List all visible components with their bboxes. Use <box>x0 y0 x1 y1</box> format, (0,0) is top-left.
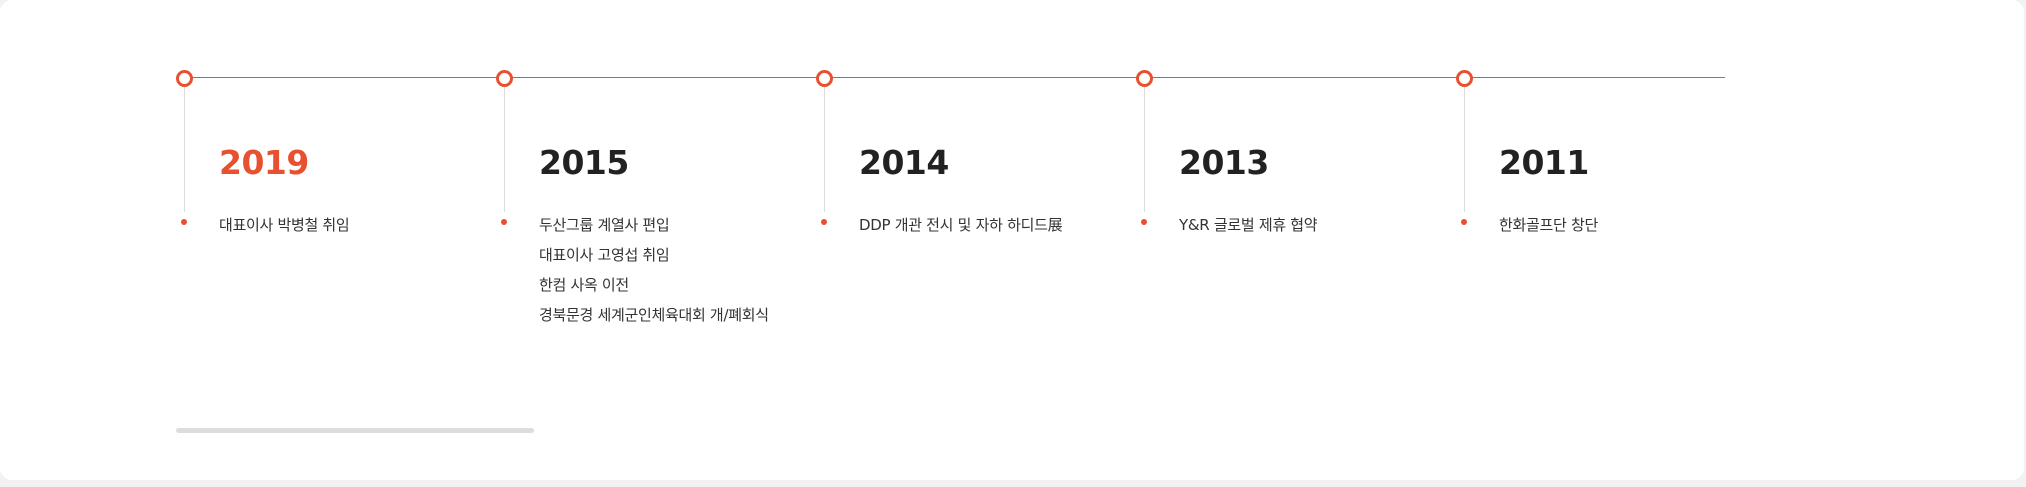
event-item: Y&R 글로벌 제휴 협약 <box>1179 216 1318 234</box>
timeline-connector <box>1144 87 1145 212</box>
event-list: 두산그룹 계열사 편입 대표이사 고영섭 취임 한컴 사옥 이전 경북문경 세계… <box>539 210 769 330</box>
bullet-dot <box>1461 219 1467 225</box>
year-label: 2019 <box>219 143 309 182</box>
timeline-entry-2011: 2011 한화골프단 창단 <box>1456 0 1784 340</box>
timeline-entry-2015: 2015 두산그룹 계열사 편입 대표이사 고영섭 취임 한컴 사옥 이전 경북… <box>496 0 824 340</box>
horizontal-scrollbar[interactable] <box>176 428 534 433</box>
bullet-dot <box>1141 219 1147 225</box>
year-label: 2011 <box>1499 143 1589 182</box>
event-item: DDP 개관 전시 및 자하 하디드展 <box>859 216 1063 234</box>
bullet-dot <box>821 219 827 225</box>
event-list: DDP 개관 전시 및 자하 하디드展 <box>859 210 1063 240</box>
timeline-line <box>184 77 1725 78</box>
bullet-dot <box>181 219 187 225</box>
timeline-node <box>1456 70 1473 87</box>
event-item: 대표이사 고영섭 취임 <box>539 246 670 264</box>
timeline-connector <box>184 87 185 212</box>
timeline-entry-2014: 2014 DDP 개관 전시 및 자하 하디드展 <box>816 0 1144 340</box>
event-item: 경북문경 세계군인체육대회 개/폐회식 <box>539 306 769 324</box>
year-label: 2014 <box>859 143 949 182</box>
event-list: 한화골프단 창단 <box>1499 210 1598 240</box>
timeline-entry-2013: 2013 Y&R 글로벌 제휴 협약 <box>1136 0 1464 340</box>
timeline-node <box>1136 70 1153 87</box>
timeline-connector <box>1464 87 1465 212</box>
timeline-node <box>496 70 513 87</box>
timeline-node <box>816 70 833 87</box>
timeline-node <box>176 70 193 87</box>
event-item: 두산그룹 계열사 편입 <box>539 216 670 234</box>
bullet-dot <box>501 219 507 225</box>
timeline-connector <box>824 87 825 212</box>
event-list: 대표이사 박병철 취임 <box>219 210 350 240</box>
year-label: 2013 <box>1179 143 1269 182</box>
event-item: 한화골프단 창단 <box>1499 216 1598 234</box>
event-list: Y&R 글로벌 제휴 협약 <box>1179 210 1318 240</box>
timeline-entry-2019: 2019 대표이사 박병철 취임 <box>176 0 504 340</box>
event-item: 대표이사 박병철 취임 <box>219 216 350 234</box>
event-item: 한컴 사옥 이전 <box>539 276 629 294</box>
year-label: 2015 <box>539 143 629 182</box>
timeline-connector <box>504 87 505 212</box>
